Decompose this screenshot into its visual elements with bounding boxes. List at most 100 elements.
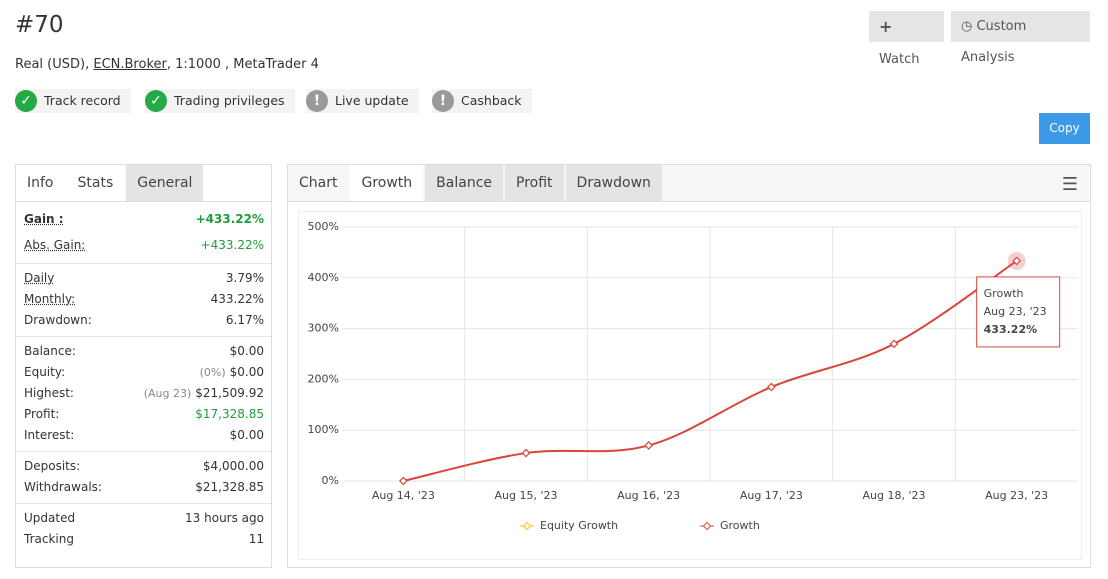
stats-group: Deposits: $4,000.00 Withdrawals: $21,328.85 (16, 452, 271, 504)
legend-marker (522, 521, 532, 531)
stat-value: 11 (248, 532, 264, 546)
tab[interactable]: General (126, 165, 204, 201)
stat-value-wrap: (0%) $0.00 (200, 362, 264, 383)
stats-group: Updated 13 hours ago Tracking 11 (16, 504, 271, 555)
point (1012, 256, 1022, 266)
broker-link[interactable]: ECN.Broker (93, 57, 167, 72)
stats-row: Profit: $17,328.85 (24, 404, 264, 425)
stat-label: Updated (24, 511, 76, 525)
badge-icon: ✓ (145, 90, 167, 112)
badge-icon: ✓ (15, 90, 37, 112)
tab[interactable]: Growth (350, 165, 424, 201)
x-tick-label: Aug 23, '23 (985, 489, 1048, 502)
point (766, 382, 776, 392)
stat-label: Balance: (24, 344, 76, 358)
y-tick-label: 300% (308, 322, 339, 335)
stats-row: Tracking 11 (24, 529, 264, 550)
stats-groups: Gain : +433.22% Abs. Gain: +433.22% Daily 3.7… (16, 202, 271, 555)
stat-note: (0%) (199, 366, 226, 379)
stat-label: Drawdown: (24, 313, 92, 327)
tooltip-series: Growth (984, 287, 1024, 300)
stats-group: Gain : +433.22% Abs. Gain: +433.22% (16, 202, 271, 264)
tab[interactable]: Chart (288, 165, 349, 201)
stat-value-wrap: 13 hours ago (185, 508, 264, 529)
settings-icon[interactable]: ☰ (1061, 174, 1078, 195)
chart-frame (298, 211, 1082, 560)
badge-label: Live update (335, 93, 409, 108)
stats-group: Daily 3.79% Monthly: 433.22% Drawdown: 6.17% (16, 264, 271, 337)
stats-row: Balance: $0.00 (24, 341, 264, 362)
stats-row: Highest: (Aug 23) $21,509.92 (24, 383, 264, 404)
stat-value: $17,328.85 (195, 407, 264, 421)
badge-label: Cashback (461, 93, 522, 108)
y-tick-label: 200% (308, 372, 339, 385)
badge: ✓ Track record (15, 89, 131, 113)
tab[interactable]: Balance (425, 165, 504, 201)
badge: ! Live update (306, 89, 419, 113)
tab[interactable]: Info (16, 165, 65, 201)
watch-button[interactable]: + Watch (869, 11, 944, 67)
stat-value: $0.00 (229, 365, 264, 379)
copy-button[interactable]: Copy (1039, 113, 1090, 144)
watch-label: Watch (879, 52, 920, 67)
x-tick-label: Aug 17, '23 (740, 489, 803, 502)
stat-value-wrap: $21,328.85 (195, 477, 264, 498)
legend-label: Equity Growth (540, 519, 618, 532)
legend-label: Growth (720, 519, 760, 532)
chart-panel: Chart Growth Balance Profit Drawdown ☰ (287, 164, 1091, 568)
stat-label: Tracking (24, 532, 74, 546)
stat-value: +433.22% (195, 212, 264, 226)
stat-label: Highest: (24, 386, 74, 400)
stat-label: Profit: (24, 407, 60, 421)
stat-value-wrap: (Aug 23) $21,509.92 (144, 383, 264, 404)
stats-row: Updated 13 hours ago (24, 508, 264, 529)
x-tick-label: Aug 18, '23 (863, 489, 926, 502)
point (644, 441, 654, 450)
stat-label: Interest: (24, 428, 75, 442)
badge-icon: ! (432, 90, 454, 112)
stats-row: Monthly: 433.22% (24, 289, 264, 310)
y-tick-label: 0% (322, 474, 339, 487)
tooltip (976, 276, 1061, 348)
stat-value-wrap: $17,328.85 (195, 404, 264, 425)
stats-row: Daily 3.79% (24, 268, 264, 289)
legend-marker (702, 521, 712, 531)
y-tick-label: 400% (308, 271, 339, 284)
stat-value: $21,328.85 (195, 480, 264, 494)
stat-value: 3.79% (225, 271, 264, 285)
stat-value-wrap: +433.22% (201, 232, 264, 258)
stat-label: Abs. Gain: (24, 238, 86, 252)
stat-value-wrap: 433.22% (211, 289, 264, 310)
stat-value: 13 hours ago (185, 511, 264, 525)
stat-note: (Aug 23) (143, 387, 192, 400)
stats-row: Withdrawals: $21,328.85 (24, 477, 264, 498)
stat-value: $0.00 (229, 344, 264, 358)
stats-row: Deposits: $4,000.00 (24, 456, 264, 477)
stats-panel: Info Stats General Gain : +433.22% Abs. Gain… (15, 164, 272, 568)
stat-value-wrap: 3.79% (226, 268, 264, 289)
tab[interactable]: Stats (66, 165, 125, 201)
x-tick-label: Aug 16, '23 (617, 489, 680, 502)
badge: ✓ Trading privileges (145, 89, 295, 113)
tab[interactable]: Drawdown (565, 165, 662, 201)
account-title: #70 (15, 12, 64, 38)
stats-row: Drawdown: 6.17% (24, 310, 264, 331)
stat-value-wrap: +433.22% (196, 206, 264, 232)
stat-label: Monthly: (24, 292, 76, 306)
stat-value: 433.22% (210, 292, 264, 306)
stats-row: Interest: $0.00 (24, 425, 264, 446)
stat-label: Gain : (24, 212, 64, 226)
stats-row: Equity: (0%) $0.00 (24, 362, 264, 383)
y-tick-label: 100% (308, 423, 339, 436)
stat-value: $4,000.00 (202, 459, 264, 473)
custom-analysis-button[interactable]: ◷ Custom Analysis (951, 11, 1090, 65)
account-info: Real (USD), ECN.Broker, 1:1000 , MetaTra… (15, 57, 319, 72)
stat-value: $21,509.92 (195, 386, 264, 400)
y-tick-label: 500% (308, 220, 339, 233)
point (521, 448, 531, 458)
stats-tabs: Info Stats General (16, 165, 271, 202)
tab[interactable]: Profit (505, 165, 564, 201)
account-type: Real (USD), (15, 57, 90, 72)
stat-label: Withdrawals: (24, 480, 102, 494)
